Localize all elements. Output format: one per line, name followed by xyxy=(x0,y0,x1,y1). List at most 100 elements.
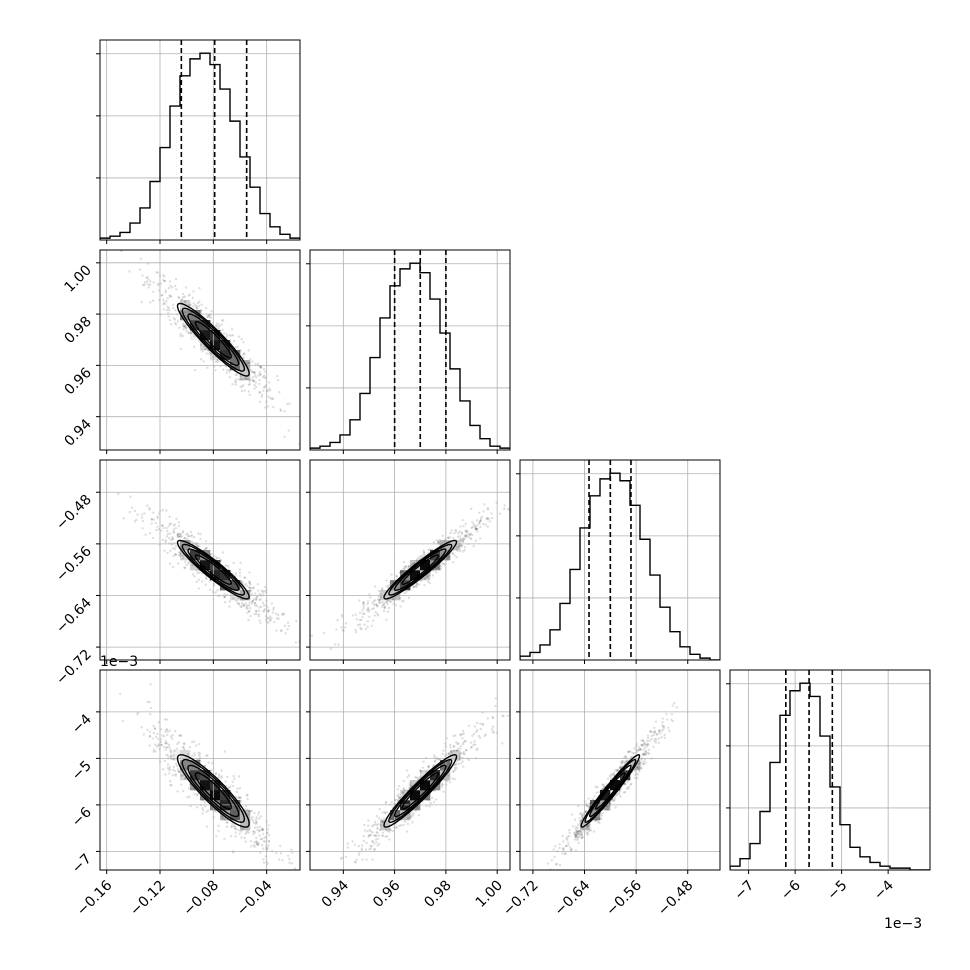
sample-point xyxy=(167,315,170,318)
sample-point xyxy=(275,617,279,620)
sample-point xyxy=(353,860,357,864)
sample-point xyxy=(461,760,464,763)
sample-point xyxy=(437,541,440,544)
y-tick-label: −0.64 xyxy=(53,595,95,637)
sample-point xyxy=(399,571,402,574)
sample-point xyxy=(392,597,395,600)
sample-point xyxy=(401,570,405,574)
sample-point xyxy=(268,387,271,390)
sample-point xyxy=(217,829,220,833)
density-cell xyxy=(200,320,211,331)
sample-point xyxy=(415,558,419,561)
x-tick-label: −4 xyxy=(871,877,897,903)
sample-point xyxy=(179,734,183,737)
sample-point xyxy=(225,821,229,824)
sample-point xyxy=(257,613,261,616)
sample-point xyxy=(237,796,241,799)
sample-point xyxy=(173,321,177,325)
sample-point xyxy=(329,876,331,878)
sample-point xyxy=(375,841,378,844)
sample-point xyxy=(390,800,394,804)
sample-point xyxy=(128,510,132,514)
sample-point xyxy=(464,534,467,537)
sample-point xyxy=(267,840,271,843)
sample-point xyxy=(239,349,242,352)
sample-point xyxy=(248,383,251,386)
sample-point xyxy=(197,532,200,535)
sample-point xyxy=(572,831,576,835)
sample-point xyxy=(486,525,490,528)
sample-point xyxy=(385,579,388,582)
sample-point xyxy=(633,747,636,750)
sample-point xyxy=(164,748,167,752)
sample-point xyxy=(406,775,409,779)
sample-point xyxy=(280,629,283,633)
sample-point xyxy=(373,585,377,588)
sample-point xyxy=(594,785,597,788)
sample-point xyxy=(479,519,483,522)
sample-point xyxy=(167,306,170,310)
sample-point xyxy=(263,374,266,377)
sample-point xyxy=(476,747,479,750)
sample-point xyxy=(570,813,574,816)
sample-point xyxy=(268,615,272,618)
sample-point xyxy=(217,323,221,326)
sample-point xyxy=(277,858,281,861)
sample-point xyxy=(262,610,265,613)
sample-point xyxy=(255,842,259,845)
sample-point xyxy=(205,754,208,758)
sample-point xyxy=(463,752,466,756)
sample-point xyxy=(248,601,251,604)
sample-point xyxy=(149,712,152,716)
sample-point xyxy=(175,288,178,291)
sample-point xyxy=(175,517,178,521)
sample-point xyxy=(257,830,261,833)
sample-point xyxy=(352,871,354,873)
sample-point xyxy=(248,581,252,584)
sample-point xyxy=(251,375,255,379)
sample-point xyxy=(208,553,212,556)
sample-point xyxy=(456,759,459,763)
sample-point xyxy=(354,613,358,616)
sample-point xyxy=(263,585,267,589)
sample-point xyxy=(377,834,380,837)
sample-point xyxy=(193,575,196,578)
sample-point xyxy=(381,811,384,814)
y-tick-label: −6 xyxy=(69,804,95,830)
sample-point xyxy=(618,789,621,793)
sample-point xyxy=(655,738,658,741)
sample-point xyxy=(246,808,249,812)
sample-point xyxy=(271,405,275,409)
density-cell xyxy=(600,790,611,801)
density-cell xyxy=(410,790,421,801)
sample-point xyxy=(152,290,155,294)
sample-point xyxy=(177,535,180,538)
sample-point xyxy=(358,611,362,615)
sample-point xyxy=(418,769,422,772)
sample-point xyxy=(426,798,429,801)
sample-point xyxy=(362,602,365,605)
sample-point xyxy=(469,507,473,510)
sample-point xyxy=(366,600,370,603)
contour-lines xyxy=(176,539,250,600)
sample-point xyxy=(579,830,583,834)
sample-point xyxy=(414,776,417,779)
sample-point xyxy=(188,746,192,749)
sample-point xyxy=(195,744,198,747)
sample-point xyxy=(414,584,418,588)
sample-point xyxy=(653,737,657,741)
sample-point xyxy=(166,763,170,766)
sample-point xyxy=(284,632,287,635)
sample-point xyxy=(574,830,577,834)
sample-point xyxy=(503,504,506,507)
sample-point xyxy=(258,382,261,386)
sample-point xyxy=(386,599,389,602)
sample-point xyxy=(279,408,282,411)
sample-point xyxy=(194,304,197,307)
sample-point xyxy=(266,828,270,831)
sample-point xyxy=(199,537,202,541)
sample-point xyxy=(247,586,251,589)
sample-point xyxy=(241,581,244,584)
sample-point xyxy=(268,381,271,384)
sample-point xyxy=(241,354,245,357)
